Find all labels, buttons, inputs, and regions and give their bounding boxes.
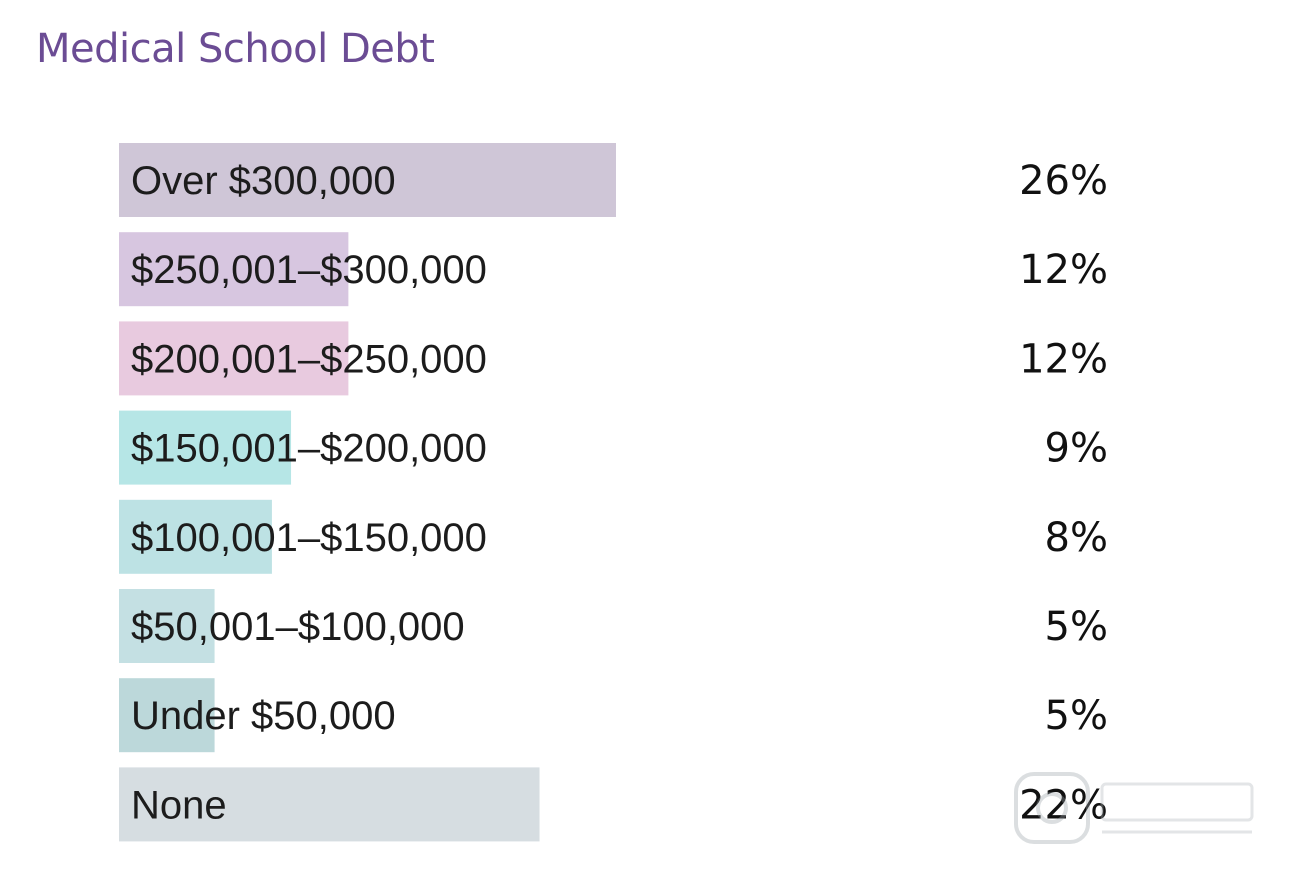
category-labels-layer: Over $300,000 $250,001–$300,000 $200,001–$…: [131, 159, 487, 827]
value-label-3: 9%: [1045, 426, 1108, 472]
value-label-5: 5%: [1045, 604, 1108, 650]
value-labels-layer: 26% 12% 12% 9% 8% 5% 5% 22%: [1019, 158, 1108, 828]
bar-5: [119, 589, 215, 663]
watermark-logo: [1014, 772, 1254, 844]
value-label-6: 5%: [1045, 693, 1108, 739]
value-label-0: 26%: [1019, 158, 1108, 204]
value-label-4: 8%: [1045, 515, 1108, 561]
bar-0: [119, 143, 616, 217]
category-label-6: Under $50,000: [131, 694, 396, 738]
bar-3: [119, 410, 292, 485]
category-label-0: Over $300,000: [131, 159, 396, 203]
bar-1: [119, 232, 349, 307]
bar-6: [119, 678, 215, 753]
category-label-5: $50,001–$100,000: [131, 605, 465, 649]
chart-title: Medical School Debt: [36, 26, 435, 72]
bar-7: [119, 767, 540, 842]
category-label-4: $100,001–$150,000: [131, 516, 487, 560]
value-label-2: 12%: [1019, 336, 1108, 382]
category-label-1: $250,001–$300,000: [131, 248, 487, 292]
value-label-7: 22%: [1019, 782, 1108, 828]
category-label-2: $200,001–$250,000: [131, 337, 487, 381]
bars-layer: [119, 143, 616, 842]
category-label-3: $150,001–$200,000: [131, 427, 487, 471]
bar-4: [119, 499, 272, 574]
category-label-7: None: [131, 783, 227, 827]
bar-2: [119, 321, 349, 396]
value-label-1: 12%: [1019, 247, 1108, 293]
